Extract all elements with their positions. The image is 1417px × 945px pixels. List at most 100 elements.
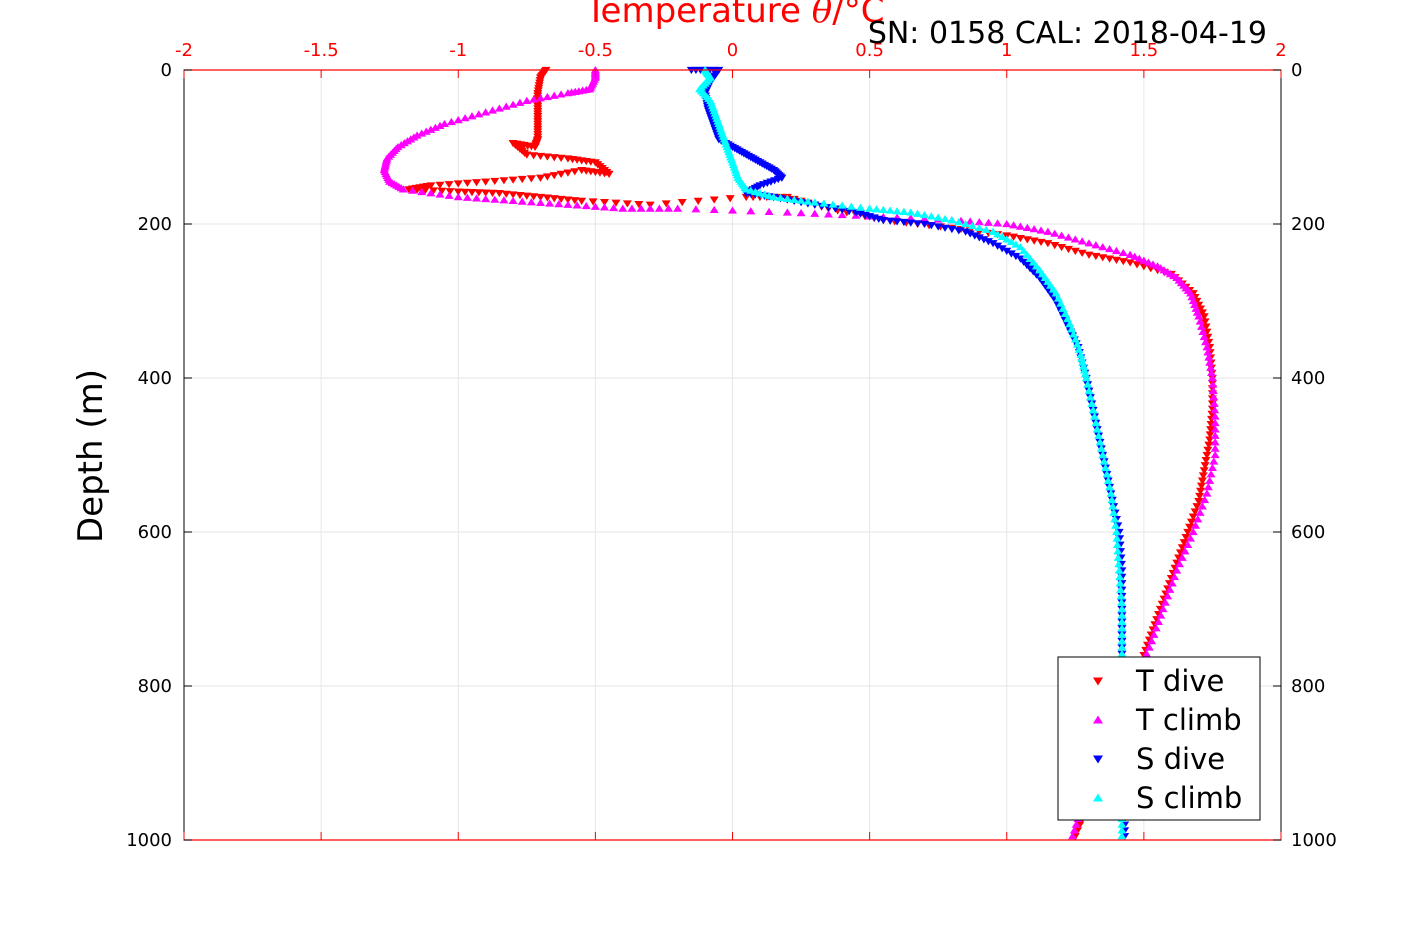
data-point	[501, 102, 511, 110]
data-point	[1080, 370, 1090, 378]
data-point	[481, 108, 491, 116]
y-tick-label-right: 400	[1291, 368, 1325, 389]
data-point	[728, 206, 737, 214]
data-point	[517, 197, 527, 205]
data-point	[885, 206, 895, 214]
legend-label: S dive	[1136, 742, 1225, 776]
data-point	[1043, 227, 1053, 235]
data-point	[796, 209, 806, 217]
data-point	[417, 129, 427, 137]
data-point	[435, 190, 445, 198]
y-tick-label-right: 0	[1291, 60, 1302, 81]
data-point	[1207, 368, 1217, 377]
data-point	[1194, 498, 1204, 506]
data-point	[693, 197, 703, 205]
data-point	[1203, 348, 1213, 356]
data-point	[1118, 258, 1128, 266]
data-point	[522, 96, 532, 104]
data-point	[488, 189, 498, 197]
data-point	[1078, 358, 1088, 366]
data-point	[1114, 566, 1124, 574]
legend-label: S climb	[1136, 781, 1242, 815]
data-point	[1206, 470, 1216, 478]
data-point	[1200, 318, 1210, 326]
data-point	[563, 200, 573, 208]
data-point	[664, 204, 674, 212]
data-point	[1172, 566, 1182, 574]
data-point	[1188, 513, 1198, 521]
data-point	[1185, 534, 1195, 542]
data-point	[430, 123, 440, 131]
data-point	[1068, 330, 1078, 338]
data-point	[1109, 508, 1119, 516]
data-point	[926, 212, 936, 220]
data-point	[1181, 533, 1191, 542]
data-point	[453, 188, 463, 196]
data-point	[691, 205, 701, 213]
data-point	[1036, 238, 1046, 247]
data-point	[549, 154, 559, 162]
data-point	[577, 166, 587, 175]
data-point	[885, 217, 895, 225]
data-point	[526, 198, 536, 206]
y-tick-label-right: 600	[1291, 522, 1325, 543]
data-point	[1085, 393, 1095, 401]
data-point	[529, 193, 539, 201]
data-point	[1113, 547, 1123, 555]
data-point	[1068, 832, 1078, 840]
data-point	[1077, 249, 1087, 257]
data-point	[508, 176, 518, 184]
data-point	[549, 195, 559, 203]
data-point	[1105, 255, 1115, 263]
data-point	[988, 240, 998, 248]
data-point	[1117, 630, 1127, 638]
data-point	[677, 199, 687, 207]
data-point	[1130, 252, 1140, 260]
data-point	[467, 189, 477, 197]
data-point	[1077, 237, 1087, 245]
data-point	[645, 204, 655, 212]
y-tick-label-left: 400	[138, 368, 172, 389]
y-tick-label-left: 0	[161, 60, 172, 81]
data-point	[1117, 624, 1127, 632]
data-point	[404, 186, 414, 194]
data-point	[913, 220, 923, 228]
data-point	[490, 177, 500, 186]
data-point	[1206, 363, 1216, 371]
data-point	[429, 187, 439, 195]
data-point	[1117, 832, 1127, 840]
data-point	[536, 94, 546, 102]
data-point	[472, 194, 482, 202]
data-point	[499, 177, 509, 185]
data-point	[1009, 233, 1019, 241]
data-point	[1077, 354, 1087, 362]
data-point	[1207, 373, 1217, 382]
data-point	[556, 170, 566, 178]
data-point	[947, 216, 957, 224]
legend-marker	[1093, 715, 1103, 724]
data-point	[1205, 476, 1215, 484]
data-point	[1210, 412, 1220, 420]
chart-title: Temperature θ/°C	[585, 0, 885, 31]
data-point	[1015, 222, 1025, 230]
data-point	[1118, 248, 1128, 257]
data-point	[1148, 260, 1158, 268]
data-point	[412, 186, 422, 194]
data-point	[1203, 483, 1213, 491]
data-point	[803, 197, 813, 205]
data-point	[529, 152, 539, 160]
data-point	[974, 223, 984, 231]
data-point	[1210, 431, 1220, 439]
data-point	[1087, 399, 1097, 407]
data-point	[1070, 235, 1080, 243]
data-point	[1210, 418, 1220, 427]
data-point	[1079, 362, 1089, 370]
data-point	[1167, 579, 1177, 587]
data-point	[819, 199, 829, 207]
data-point	[1198, 472, 1208, 480]
data-point	[1202, 328, 1212, 336]
data-point	[460, 188, 470, 196]
data-point	[1194, 312, 1204, 320]
data-point	[1209, 393, 1219, 401]
x-tick-label: 0.5	[855, 40, 884, 61]
